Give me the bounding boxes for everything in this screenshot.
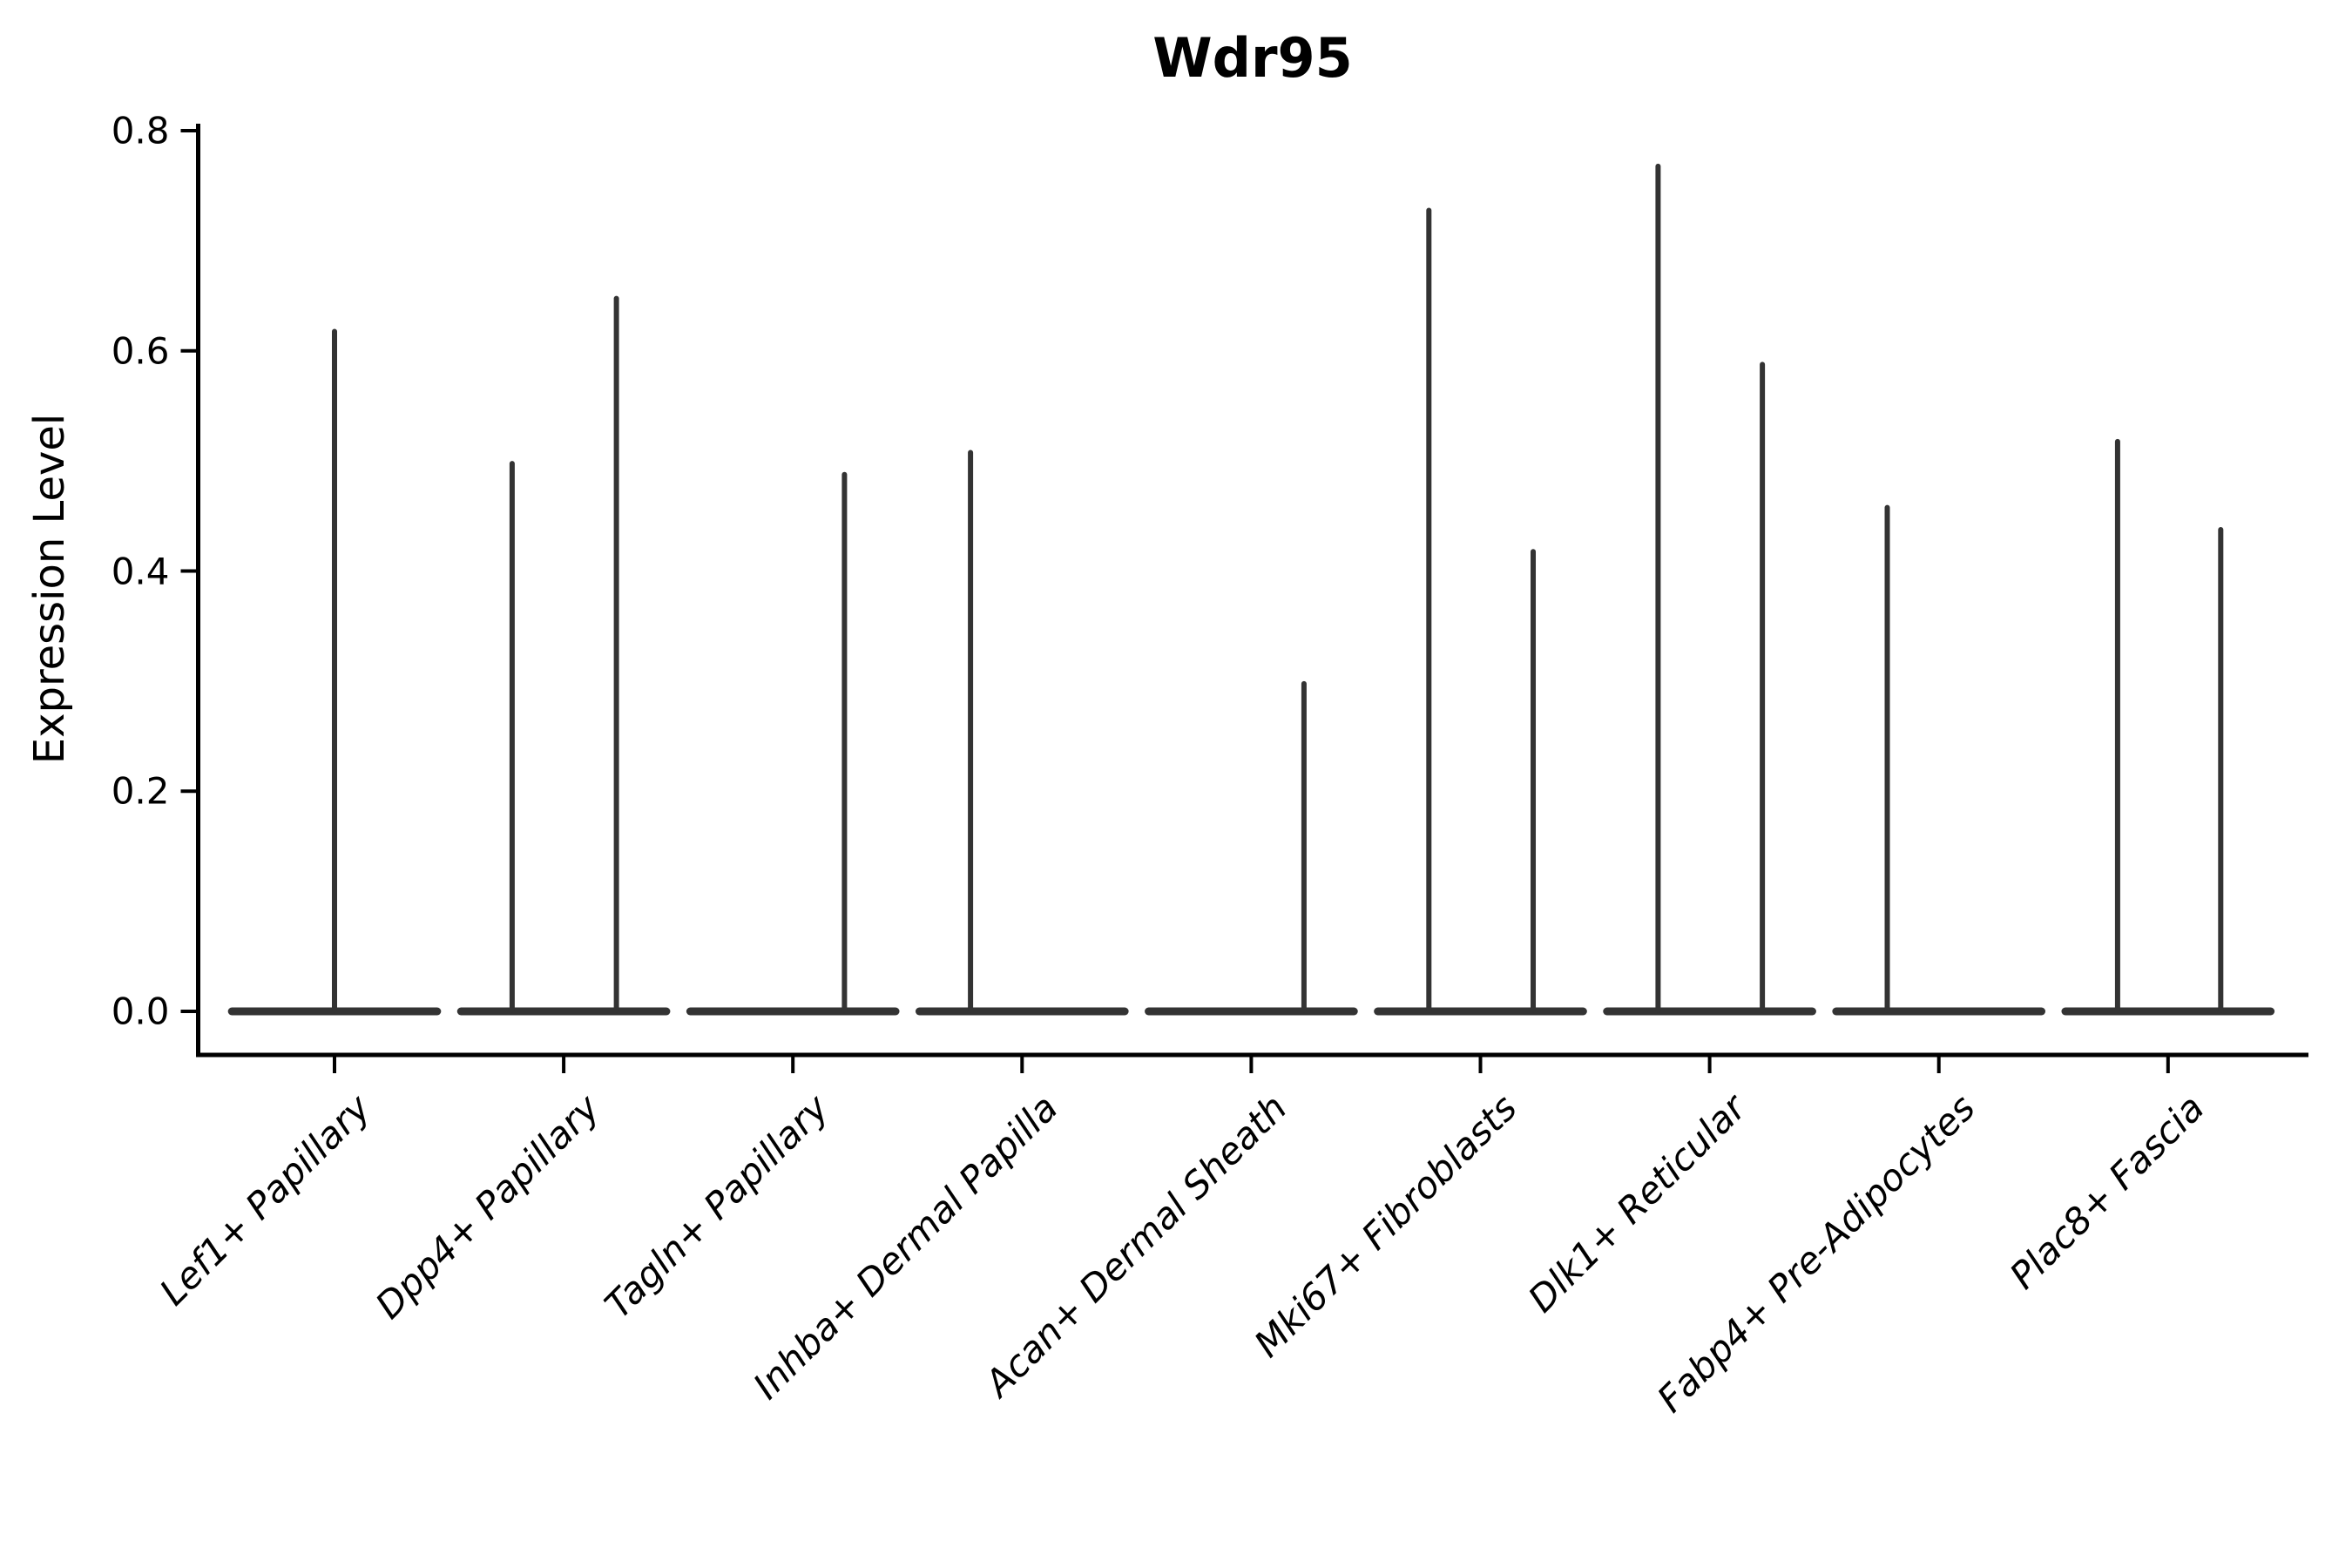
violin-baseline	[1145, 1007, 1358, 1016]
violin-baseline	[456, 1007, 671, 1016]
y-tick-label: 0.6	[111, 329, 170, 373]
y-tick-label: 0.4	[111, 550, 170, 592]
violin-baseline	[1374, 1007, 1587, 1016]
violin-baseline	[1603, 1007, 1816, 1016]
violin-baseline	[915, 1007, 1129, 1016]
chart-title: Wdr95	[1152, 26, 1353, 90]
y-tick-label: 0.8	[111, 109, 170, 152]
violin-baseline	[2061, 1007, 2275, 1016]
y-tick-label: 0.2	[111, 769, 170, 813]
violin-baseline	[686, 1007, 900, 1016]
violin-baseline	[1832, 1007, 2046, 1016]
y-tick-label: 0.0	[111, 990, 170, 1033]
